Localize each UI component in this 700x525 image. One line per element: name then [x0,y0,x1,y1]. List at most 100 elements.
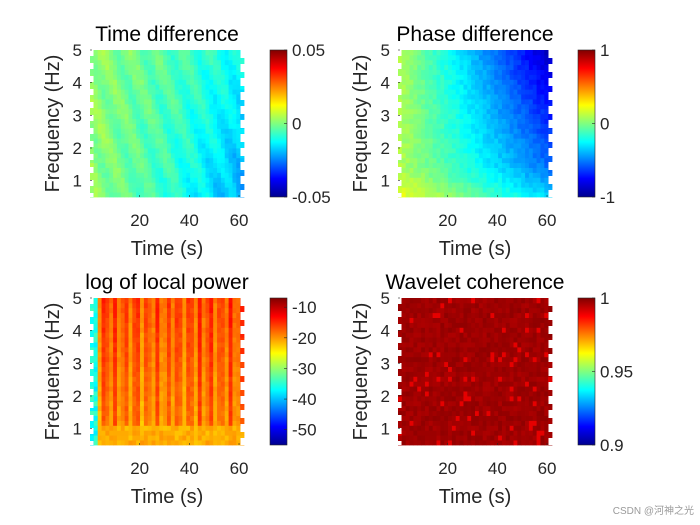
heatmap-cell [163,74,168,80]
heatmap-cell [232,157,237,164]
heatmap-cell [197,182,203,188]
heatmap-cell [213,405,218,412]
heatmap-cell [475,157,480,164]
heatmap-cell [509,89,514,95]
heatmap-cell [417,396,422,402]
heatmap-cell [116,356,122,363]
heatmap-cell [186,410,191,416]
heatmap-cell [436,371,441,377]
heatmap-cell [517,138,522,144]
heatmap-cell [405,118,410,124]
heatmap-cell [93,187,99,193]
heatmap-cell [532,425,537,431]
heatmap-cell [471,366,476,372]
heatmap-cell [197,376,203,382]
heatmap-cell [217,192,222,198]
heatmap-cell [509,187,514,193]
heatmap-cell [521,99,526,105]
heatmap-cell [236,327,241,333]
heatmap-cell [413,386,418,392]
heatmap-cell [498,381,503,387]
heatmap-cell [544,332,549,338]
heatmap-cell [455,64,460,70]
heatmap-cell [513,172,518,178]
heatmap-cell [448,138,453,144]
heatmap-cell [93,410,99,416]
heatmap-cell [505,133,511,139]
heatmap-cell [421,79,426,85]
heatmap-cell [540,59,545,66]
heatmap-cell [509,133,514,139]
heatmap-cell [517,89,522,95]
heatmap-cell [455,317,460,323]
heatmap-cell [455,133,460,139]
heatmap-cell [232,405,237,412]
heatmap-cell [517,371,522,377]
heatmap-cell [197,172,203,178]
heatmap-cell [224,152,229,159]
heatmap-cell [97,182,102,188]
heatmap-cell [528,54,534,61]
heatmap-cell [217,366,222,372]
heatmap-cell [544,182,549,188]
heatmap-cell [151,337,156,343]
heatmap-cell [143,177,149,183]
heatmap-cell [105,128,110,134]
heatmap-cell [101,103,106,110]
heatmap-cell [475,103,480,110]
heatmap-cell [455,391,460,397]
heatmap-cell [159,113,164,119]
heatmap-cell [90,123,95,129]
heatmap-cell [116,79,122,85]
heatmap-cell [532,396,537,402]
heatmap-cell [213,400,218,407]
heatmap-cell [101,133,106,139]
heatmap-cell [401,177,407,183]
heatmap-cell [236,172,241,178]
heatmap-cell [482,99,487,105]
heatmap-cell [505,74,511,80]
heatmap-cell [209,123,214,129]
colorbar-tick-label: 1 [600,289,609,308]
heatmap-cell [494,118,499,124]
heatmap-cell [167,415,172,421]
heatmap-cell [401,69,407,75]
heatmap-cell [97,192,102,198]
heatmap-cell [498,351,503,358]
heatmap-cell [532,167,537,173]
heatmap-cell [159,64,164,70]
heatmap-cell [536,337,541,343]
heatmap-cell [116,405,122,412]
heatmap-cell [182,172,187,178]
heatmap-cell [475,192,480,198]
heatmap-cell [494,108,499,115]
heatmap-cell [197,415,203,421]
heatmap-cells [398,298,553,446]
heatmap-cell [528,123,534,129]
heatmap-cell [217,59,222,66]
heatmap-cell [528,371,534,377]
heatmap-cell [205,50,210,56]
heatmap-cell [459,356,464,363]
heatmap-cell [455,366,460,372]
heatmap-cell [505,347,511,353]
heatmap-cell [409,187,414,193]
heatmap-cell [163,332,168,338]
heatmap-cell [205,400,210,407]
heatmap-cell [455,347,460,353]
heatmap-cell [517,99,522,105]
heatmap-cell [455,182,460,188]
heatmap-cell [409,89,414,95]
heatmap-cell [432,347,437,353]
heatmap-cell [105,425,110,431]
heatmap-cell [444,152,449,159]
heatmap-cell [463,108,468,115]
heatmap-cell [105,376,110,382]
heatmap-cell [421,298,426,304]
heatmap-cell [467,192,472,198]
heatmap-cell [444,138,449,144]
heatmap-cell [548,99,553,105]
heatmap-cell [224,317,229,323]
heatmap-cell [421,425,426,431]
heatmap-cell [105,79,110,85]
